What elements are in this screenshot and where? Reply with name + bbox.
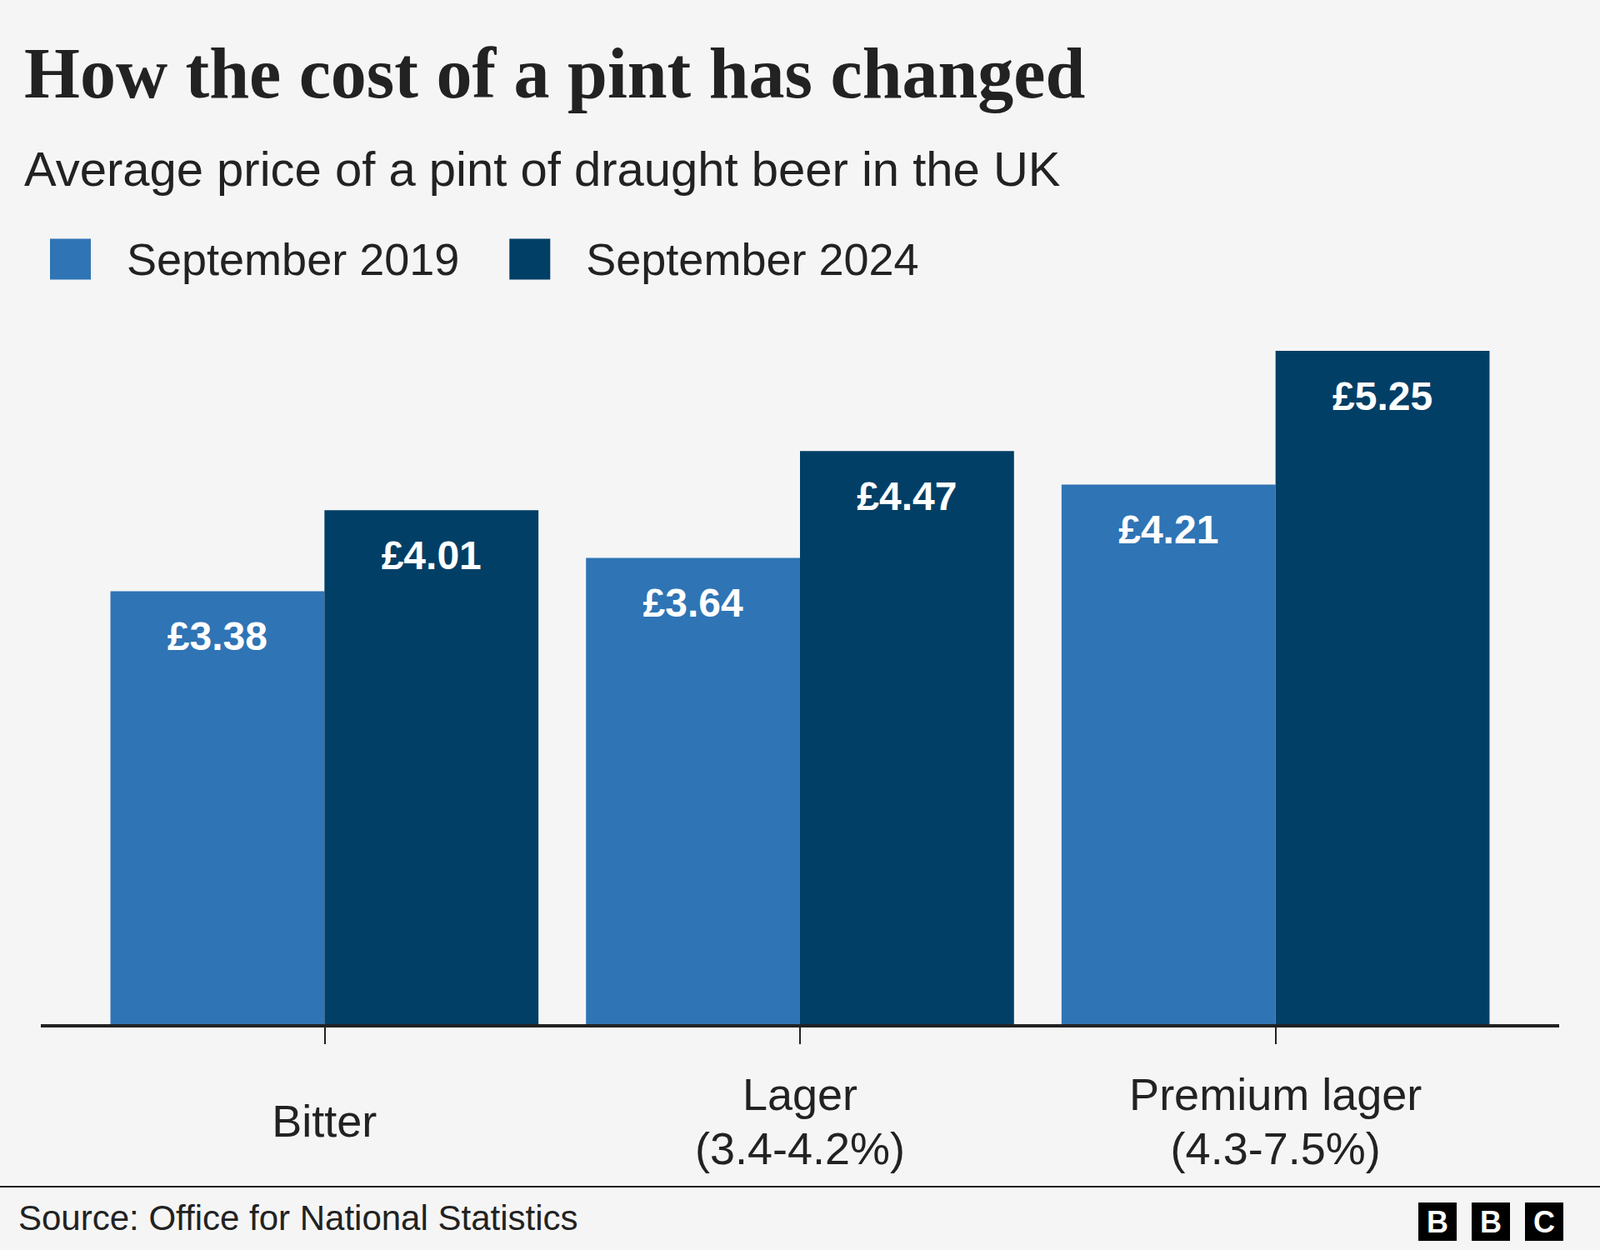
svg-text:September 2019: September 2019: [126, 234, 460, 285]
svg-text:£4.47: £4.47: [856, 474, 957, 519]
svg-text:B: B: [1480, 1205, 1502, 1240]
svg-text:(4.3-7.5%): (4.3-7.5%): [1170, 1123, 1381, 1174]
svg-text:£5.25: £5.25: [1332, 374, 1433, 419]
svg-text:£3.38: £3.38: [167, 614, 268, 659]
svg-text:Premium lager: Premium lager: [1129, 1069, 1422, 1120]
svg-text:£3.64: £3.64: [643, 580, 744, 625]
svg-text:Average price of a pint of dra: Average price of a pint of draught beer …: [24, 141, 1061, 196]
svg-text:Lager: Lager: [742, 1069, 858, 1120]
svg-text:£4.01: £4.01: [381, 533, 482, 578]
svg-text:Bitter: Bitter: [271, 1095, 377, 1146]
svg-text:Source: Office for National St: Source: Office for National Statistics: [18, 1198, 579, 1238]
svg-text:B: B: [1426, 1205, 1449, 1240]
svg-text:(3.4-4.2%): (3.4-4.2%): [695, 1123, 905, 1174]
svg-text:C: C: [1533, 1205, 1555, 1240]
svg-text:How the cost of a pint has cha: How the cost of a pint has changed: [24, 33, 1085, 114]
svg-text:£4.21: £4.21: [1118, 507, 1219, 552]
svg-text:September 2024: September 2024: [585, 234, 919, 285]
